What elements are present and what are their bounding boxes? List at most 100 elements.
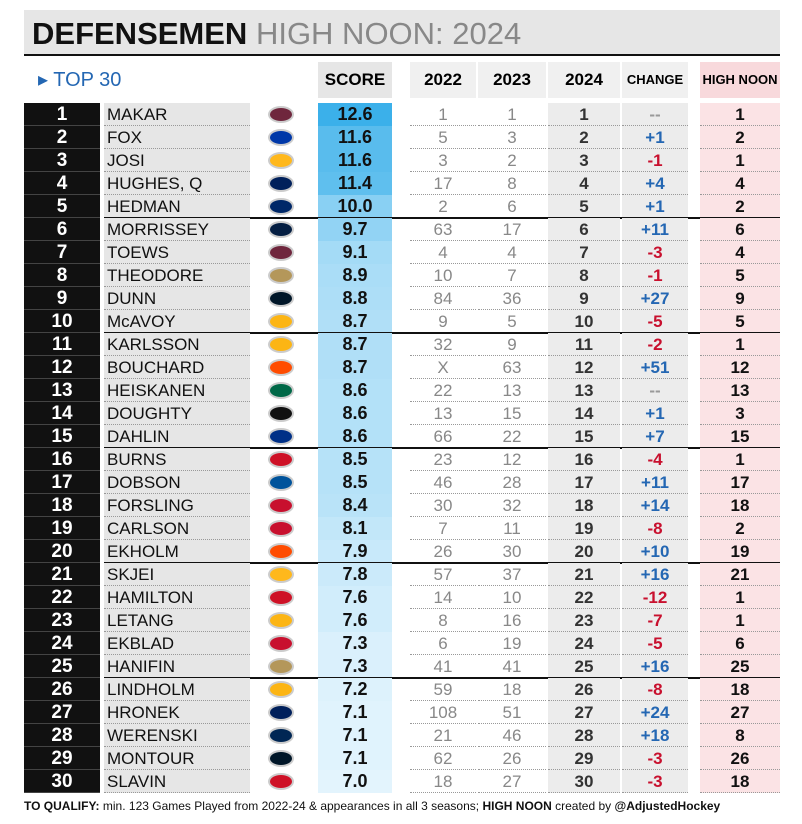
rank-2022: 26 [410, 540, 476, 563]
high-noon: 26 [700, 747, 780, 770]
high-noon: 25 [700, 655, 780, 678]
team-logo [268, 244, 294, 261]
rank-2024: 6 [548, 218, 620, 241]
player-name: LINDHOLM [104, 678, 250, 701]
player-name: TOEWS [104, 241, 250, 264]
rank-2023: 5 [478, 310, 546, 333]
team-logo [268, 681, 294, 698]
rank-2023: 19 [478, 632, 546, 655]
rank-2023: 15 [478, 402, 546, 425]
team-logo [268, 336, 294, 353]
team-logo [268, 382, 294, 399]
high-noon: 13 [700, 379, 780, 402]
score: 7.9 [318, 540, 392, 563]
player-name: HEISKANEN [104, 379, 250, 402]
score: 8.9 [318, 264, 392, 287]
score: 7.1 [318, 747, 392, 770]
rank-2023: 41 [478, 655, 546, 678]
high-noon: 18 [700, 494, 780, 517]
rank-2024: 17 [548, 471, 620, 494]
team-logo [268, 704, 294, 721]
rank-2023: 18 [478, 678, 546, 701]
team-logo [268, 267, 294, 284]
rank: 15 [24, 425, 100, 448]
player-name: HUGHES, Q [104, 172, 250, 195]
rank-2022: 2 [410, 195, 476, 218]
team-logo [268, 313, 294, 330]
rank-2023: 2 [478, 149, 546, 172]
high-noon: 9 [700, 287, 780, 310]
change: -3 [622, 747, 688, 770]
rank-2023: 16 [478, 609, 546, 632]
player-name: DAHLIN [104, 425, 250, 448]
rank: 4 [24, 172, 100, 195]
rank: 9 [24, 287, 100, 310]
score: 8.7 [318, 333, 392, 356]
rank-2023: 28 [478, 471, 546, 494]
rank-2024: 14 [548, 402, 620, 425]
high-noon: 18 [700, 770, 780, 793]
change: -8 [622, 678, 688, 701]
player-name: HEDMAN [104, 195, 250, 218]
player-name: EKBLAD [104, 632, 250, 655]
score: 8.1 [318, 517, 392, 540]
team-logo [268, 658, 294, 675]
change: +10 [622, 540, 688, 563]
rank-2022: 3 [410, 149, 476, 172]
rank-2023: 30 [478, 540, 546, 563]
player-name: DUNN [104, 287, 250, 310]
footer: TO QUALIFY: min. 123 Games Played from 2… [24, 798, 780, 814]
change: -1 [622, 264, 688, 287]
score-header: SCORE [318, 62, 392, 98]
rank: 14 [24, 402, 100, 425]
high-noon: 1 [700, 103, 780, 126]
player-name: MORRISSEY [104, 218, 250, 241]
rank-2023: 46 [478, 724, 546, 747]
score: 11.6 [318, 126, 392, 149]
rank-2022: 63 [410, 218, 476, 241]
rank-2024: 2 [548, 126, 620, 149]
rank: 13 [24, 379, 100, 402]
team-logo [268, 428, 294, 445]
score: 8.6 [318, 425, 392, 448]
score: 8.5 [318, 471, 392, 494]
score: 7.6 [318, 586, 392, 609]
player-name: HRONEK [104, 701, 250, 724]
team-logo [268, 359, 294, 376]
change: -- [622, 103, 688, 126]
rank-2024: 24 [548, 632, 620, 655]
rank-2024: 1 [548, 103, 620, 126]
score: 11.4 [318, 172, 392, 195]
change: -3 [622, 770, 688, 793]
title: DEFENSEMEN HIGH NOON: 2024 [32, 14, 521, 54]
score: 8.8 [318, 287, 392, 310]
rank-2023: 36 [478, 287, 546, 310]
rank-2022: 18 [410, 770, 476, 793]
change: +11 [622, 471, 688, 494]
rank-2024: 18 [548, 494, 620, 517]
rank-2022: 22 [410, 379, 476, 402]
team-logo [268, 290, 294, 307]
year-header: 2024 [548, 62, 620, 98]
group-divider [104, 677, 780, 679]
player-name: SLAVIN [104, 770, 250, 793]
high-noon: 15 [700, 425, 780, 448]
rank-2022: 8 [410, 609, 476, 632]
rank-2024: 15 [548, 425, 620, 448]
change: +16 [622, 563, 688, 586]
rank: 2 [24, 126, 100, 149]
team-logo [268, 773, 294, 790]
rank-2023: 11 [478, 517, 546, 540]
team-logo [268, 129, 294, 146]
high-noon: 21 [700, 563, 780, 586]
high-noon: 8 [700, 724, 780, 747]
rank-2023: 32 [478, 494, 546, 517]
rank: 12 [24, 356, 100, 379]
player-name: JOSI [104, 149, 250, 172]
player-name: THEODORE [104, 264, 250, 287]
player-name: WERENSKI [104, 724, 250, 747]
high-noon: 1 [700, 609, 780, 632]
rank-2022: 1 [410, 103, 476, 126]
high-noon: 2 [700, 517, 780, 540]
rank: 10 [24, 310, 100, 333]
